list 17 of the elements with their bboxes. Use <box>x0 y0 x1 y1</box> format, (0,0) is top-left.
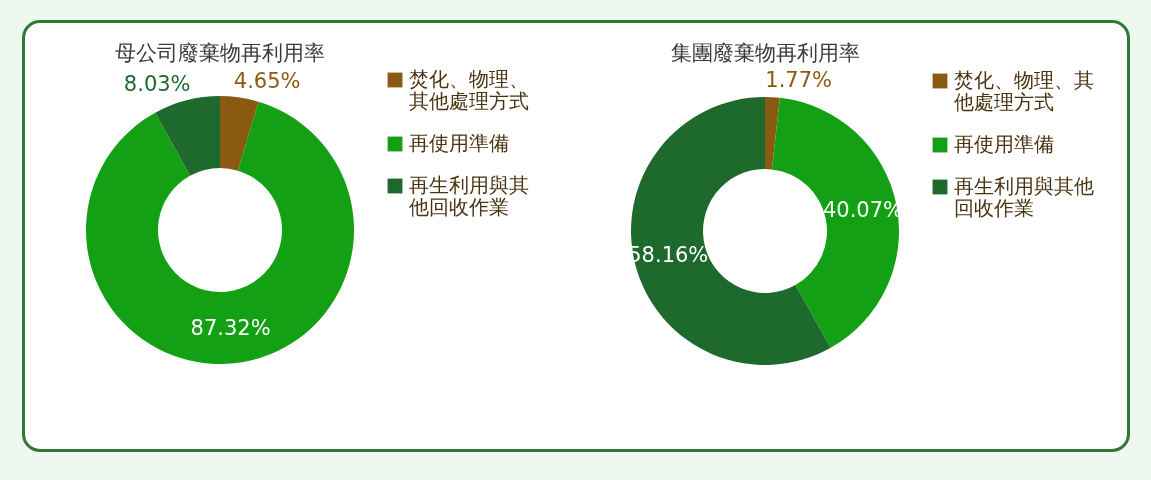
legend-label: 再使用準備 <box>954 132 1054 156</box>
donut-slice <box>155 96 220 176</box>
chart-title: 集團廢棄物再利用率 <box>670 41 860 66</box>
legend-label: 再使用準備 <box>409 131 509 155</box>
data-label: 4.65% <box>233 68 301 93</box>
legend-label: 焚化、物理、其他處理方式 <box>409 67 529 113</box>
legend-label: 再生利用與其他回收作業 <box>954 174 1094 220</box>
data-label: 8.03% <box>123 71 191 96</box>
legend-label: 再生利用與其他回收作業 <box>409 173 529 219</box>
donut-slice <box>771 97 899 348</box>
donut-slice <box>765 97 780 170</box>
donut-slice <box>220 96 259 171</box>
chart-title: 母公司廢棄物再利用率 <box>115 41 325 65</box>
data-label: 1.77% <box>765 68 833 93</box>
legend-label: 焚化、物理、其他處理方式 <box>954 68 1094 114</box>
donut-slice <box>86 101 354 364</box>
data-label: 87.32% <box>190 316 271 341</box>
